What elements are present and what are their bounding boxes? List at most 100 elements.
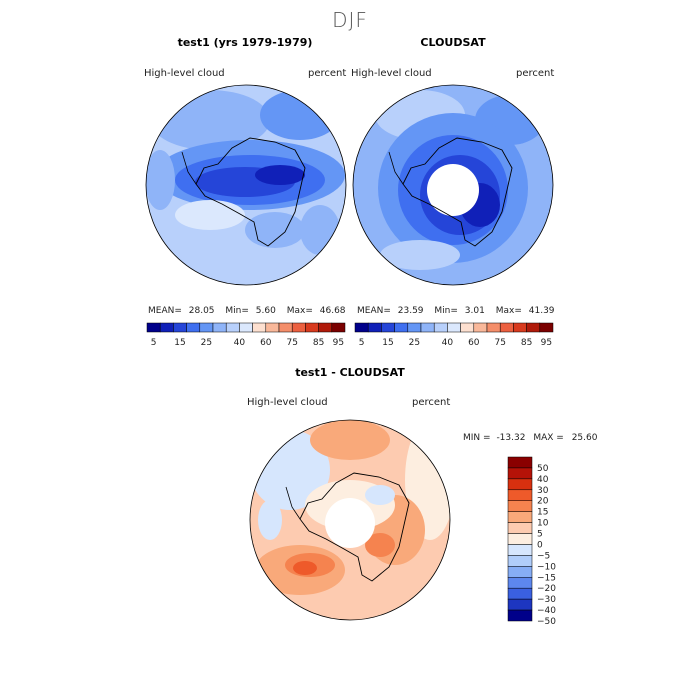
panel-2-units-label: percent	[516, 68, 555, 79]
panel-2-colorbar-swatch	[367, 322, 382, 333]
difference-colorbar-swatch	[507, 544, 533, 556]
panel-1-colorbar-swatch	[159, 322, 174, 333]
panel-1-colorbar-swatch	[252, 322, 267, 333]
panel-1-colorbar-swatch	[173, 322, 187, 333]
panel-2-colorbar-swatch	[381, 322, 395, 333]
panel-1-colorbar-swatch	[291, 322, 306, 333]
panel-1-colorbar-swatch	[212, 322, 227, 333]
panel-2-colorbar-tick-label: 85	[521, 338, 532, 348]
panel-1-min-value: 5.60	[255, 306, 276, 316]
difference-colorbar-tick-label: −20	[537, 584, 556, 594]
difference-colorbar-tick-label: −10	[537, 562, 556, 572]
panel-1-colorbar-tick-label: 15	[174, 338, 185, 348]
difference-colorbar-swatch	[507, 500, 533, 512]
panel-2-stats: MEAN= 23.59 Min= 3.01 Max= 41.39	[357, 306, 555, 316]
panel-2-colorbar-swatch	[447, 322, 461, 333]
panel-1-colorbar-swatch	[318, 322, 333, 333]
difference-colorbar-tick-label: −30	[537, 595, 556, 605]
panel-1-units-label: percent	[308, 68, 347, 79]
difference-max-value: 25.60	[571, 433, 598, 443]
difference-colorbar-tick-label: 30	[537, 486, 549, 496]
panel-1-colorbar-swatch	[225, 322, 240, 333]
difference-max-label: MAX =	[533, 433, 564, 443]
difference-colorbar-tick-label: 0	[537, 540, 543, 550]
panel-1-colorbar-swatch	[239, 322, 253, 333]
panel-2-colorbar-tick-label: 5	[359, 338, 365, 348]
difference-units-label: percent	[412, 397, 451, 408]
panel-2-colorbar: 5 15 25 40 60 75 85 95	[354, 322, 554, 348]
difference-colorbar-tick-label: 10	[537, 519, 549, 529]
difference-colorbar-swatch	[507, 533, 533, 545]
panel-1-colorbar-swatch	[265, 322, 280, 333]
panel-1-colorbar-swatch	[146, 322, 161, 333]
panel-1-colorbar-swatch	[199, 322, 214, 333]
panel-2-colorbar-tick-label: 60	[468, 338, 480, 348]
difference-colorbar-tick-label: 40	[537, 475, 549, 485]
panel-1-mean-label: MEAN=	[148, 306, 182, 316]
difference-colorbar-swatch	[507, 598, 533, 611]
difference-title: test1 - CLOUDSAT	[295, 366, 405, 379]
difference-variable-label: High-level cloud	[247, 397, 328, 408]
panel-2-colorbar-swatch	[513, 322, 527, 333]
difference-min-label: MIN =	[463, 433, 491, 443]
panel-1-colorbar-tick-label: 95	[333, 338, 344, 348]
panel-1-map	[146, 85, 346, 285]
panel-2-min-value: 3.01	[464, 306, 485, 316]
panel-2-title: CLOUDSAT	[420, 36, 486, 49]
difference-colorbar-tick-label: 50	[537, 464, 549, 474]
panel-2-colorbar-tick-label: 15	[382, 338, 393, 348]
panel-2-variable-label: High-level cloud	[351, 68, 432, 79]
panel-2-colorbar-swatch	[473, 322, 488, 333]
difference-colorbar-tick-label: −50	[537, 617, 556, 627]
panel-1-stats: MEAN= 28.05 Min= 5.60 Max= 46.68	[148, 306, 346, 316]
panel-1-colorbar-tick-label: 85	[313, 338, 324, 348]
panel-2-colorbar-swatch	[526, 322, 541, 333]
difference-stats: MIN = -13.32 MAX = 25.60	[463, 433, 597, 443]
difference-colorbar-tick-label: 20	[537, 497, 549, 507]
panel-2-max-value: 41.39	[528, 306, 555, 316]
panel-2-colorbar-swatch	[499, 322, 514, 333]
panel-1-colorbar-swatch	[331, 322, 346, 333]
difference-colorbar-tick-label: −40	[537, 606, 556, 616]
difference-colorbar-swatch	[507, 478, 533, 491]
panel-1-colorbar-tick-label: 25	[201, 338, 212, 348]
difference-colorbar-swatch	[507, 587, 533, 600]
panel-2-colorbar-swatch	[539, 322, 554, 333]
panel-1-colorbar-tick-label: 5	[151, 338, 157, 348]
panel-1-title: test1 (yrs 1979-1979)	[177, 36, 313, 49]
difference-colorbar-swatch	[507, 522, 533, 534]
panel-2-min-label: Min=	[434, 306, 458, 316]
difference-colorbar-tick-label: 15	[537, 508, 548, 518]
difference-colorbar-swatch	[507, 555, 533, 567]
panel-1-colorbar-tick-label: 60	[260, 338, 272, 348]
panel-2-colorbar-swatch	[460, 322, 475, 333]
difference-colorbar-swatch	[507, 577, 533, 589]
panel-2-mean-label: MEAN=	[357, 306, 391, 316]
panel-2-colorbar-swatch	[420, 322, 435, 333]
panel-2-map	[353, 85, 553, 285]
figure-title: DJF	[332, 8, 368, 32]
panel-1-max-value: 46.68	[319, 306, 346, 316]
panel-1-mean-value: 28.05	[188, 306, 215, 316]
difference-colorbar-tick-label: 5	[537, 530, 543, 540]
panel-2-colorbar-tick-label: 75	[494, 338, 505, 348]
panel-2-colorbar-swatch	[433, 322, 448, 333]
difference-colorbar-swatch	[507, 609, 533, 622]
panel-1-colorbar-tick-label: 75	[286, 338, 297, 348]
difference-colorbar-tick-label: −15	[537, 573, 556, 583]
panel-2-max-label: Max=	[495, 306, 522, 316]
difference-colorbar-swatch	[507, 489, 533, 501]
difference-map	[250, 420, 450, 620]
panel-2-colorbar-swatch	[407, 322, 422, 333]
panel-2-colorbar-swatch	[394, 322, 409, 333]
difference-min-value: -13.32	[496, 433, 526, 443]
panel-2-colorbar-tick-label: 40	[442, 338, 454, 348]
panel-1-colorbar-tick-label: 40	[234, 338, 246, 348]
panel-1-colorbar-swatch	[305, 322, 319, 333]
difference-colorbar-swatch	[507, 511, 533, 523]
difference-colorbar-swatch	[507, 566, 533, 578]
panel-1-colorbar: 5 15 25 40 60 75 85 95	[146, 322, 346, 348]
difference-colorbar-swatch	[507, 456, 533, 469]
